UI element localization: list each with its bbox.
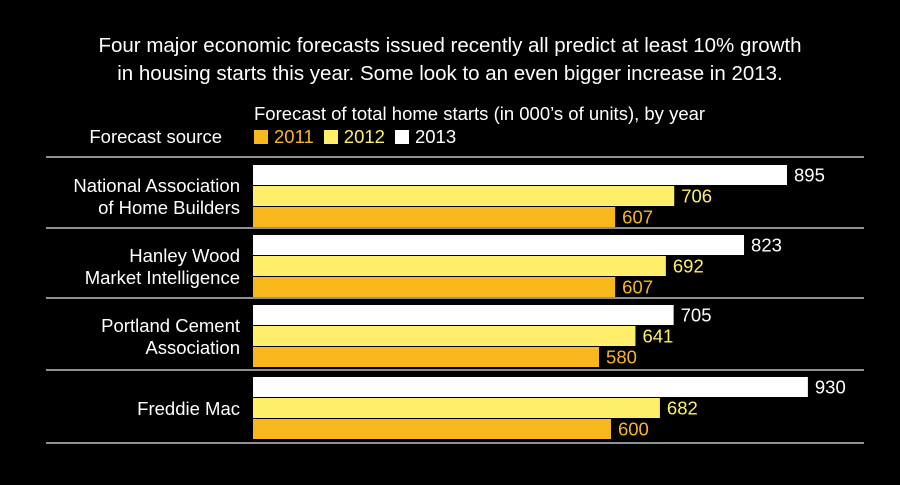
data-label-2012-2: 641 (642, 326, 673, 347)
chart-subtitle: Forecast of total home starts (in 000’s … (254, 103, 706, 124)
bar-2013-2 (253, 305, 674, 325)
data-label-2012-1: 692 (673, 256, 704, 277)
bar-2012-1 (253, 256, 666, 276)
data-label-2011-2: 580 (606, 347, 637, 368)
bar-2013-1 (253, 235, 745, 255)
category-label-1-1: Market Intelligence (85, 267, 240, 288)
legend-item-2012: 2012 (323, 126, 385, 148)
legend-label-2012: 2012 (343, 126, 385, 147)
bar-2011-1 (253, 277, 616, 297)
bar-2011-3 (253, 419, 611, 439)
bar-2012-2 (253, 326, 636, 346)
category-label-2-0: Portland Cement (101, 315, 240, 336)
legend-swatch-2011 (254, 130, 268, 144)
data-label-2011-0: 607 (622, 207, 653, 228)
data-label-2012-0: 706 (681, 186, 712, 207)
data-label-2013-0: 895 (794, 165, 825, 186)
legend: 2011 2012 2013 (254, 126, 466, 148)
category-label-0-0: National Association (73, 175, 240, 196)
category-label-1-0: Hanley Wood (129, 245, 240, 266)
bar-2012-3 (253, 398, 660, 418)
bar-2011-0 (253, 207, 616, 227)
category-label-3-0: Freddie Mac (137, 398, 240, 419)
bar-2011-2 (253, 347, 600, 367)
data-label-2013-1: 823 (751, 235, 782, 256)
legend-label-2013: 2013 (414, 126, 457, 147)
headline-line-1: Four major economic forecasts issued rec… (98, 34, 802, 57)
data-label-2013-3: 930 (815, 377, 846, 398)
bar-2013-3 (253, 377, 808, 397)
legend-label-2011: 2011 (274, 126, 314, 147)
legend-swatch-2012 (323, 130, 338, 144)
chart-headline: Four major economic forecasts issued rec… (0, 32, 900, 88)
legend-swatch-2013 (394, 130, 409, 144)
category-label-2-1: Association (145, 337, 240, 358)
category-label-0-1: of Home Builders (98, 197, 240, 218)
data-label-2011-3: 600 (618, 419, 649, 440)
headline-line-2: in housing starts this year. Some look t… (117, 62, 783, 85)
data-label-2013-2: 705 (681, 305, 712, 326)
data-label-2012-3: 682 (667, 398, 698, 419)
source-column-header: Forecast source (89, 126, 222, 147)
bar-2013-0 (253, 165, 787, 185)
legend-item-2011: 2011 (254, 126, 314, 148)
data-label-2011-1: 607 (622, 277, 653, 298)
bar-2012-0 (253, 186, 675, 206)
legend-item-2013: 2013 (394, 126, 457, 148)
